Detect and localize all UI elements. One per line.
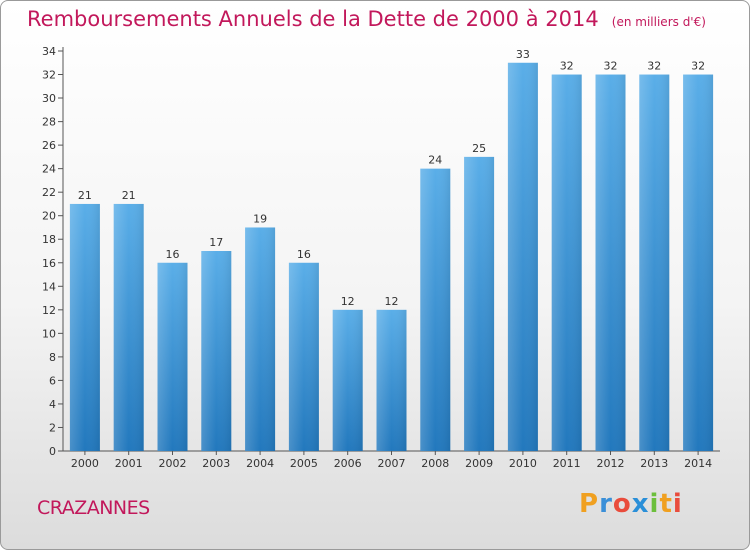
chart-unit-text: (en milliers d'€) xyxy=(611,15,706,29)
x-tick-label: 2013 xyxy=(640,457,668,470)
bar-value-label: 16 xyxy=(166,248,180,261)
x-tick-label: 2010 xyxy=(509,457,537,470)
bar-shine xyxy=(157,262,188,451)
chart-title-text: Remboursements Annuels de la Dette de 20… xyxy=(27,7,599,31)
bar-shine xyxy=(288,262,319,451)
y-tick-label: 20 xyxy=(42,210,56,223)
y-tick-label: 34 xyxy=(42,45,56,58)
bar-shine xyxy=(69,203,100,451)
y-tick-label: 16 xyxy=(42,257,56,270)
bar-shine xyxy=(245,227,276,451)
y-tick-label: 26 xyxy=(42,139,56,152)
x-tick-label: 2007 xyxy=(378,457,406,470)
y-tick-label: 18 xyxy=(42,233,56,246)
bar-shine xyxy=(376,309,407,451)
y-tick-label: 2 xyxy=(49,421,56,434)
proxiti-logo: Proxiti xyxy=(579,489,683,519)
x-tick-label: 2014 xyxy=(684,457,712,470)
bar-shine xyxy=(464,156,495,451)
bar-shine xyxy=(551,74,582,451)
x-tick-label: 2006 xyxy=(334,457,362,470)
bar-value-label: 21 xyxy=(78,189,92,202)
bar-value-label: 21 xyxy=(122,189,136,202)
y-tick-label: 4 xyxy=(49,398,56,411)
y-tick-label: 14 xyxy=(42,280,56,293)
x-tick-label: 2002 xyxy=(159,457,187,470)
bar-shine xyxy=(683,74,714,451)
logo-letter: o xyxy=(612,489,632,519)
commune-name: CRAZANNES xyxy=(37,497,150,519)
chart-title: Remboursements Annuels de la Dette de 20… xyxy=(27,7,706,31)
bar-shine xyxy=(332,309,363,451)
x-tick-label: 2012 xyxy=(597,457,625,470)
bar-shine xyxy=(595,74,626,451)
logo-letter: i xyxy=(672,489,683,519)
x-tick-label: 2005 xyxy=(290,457,318,470)
bar-value-label: 17 xyxy=(209,236,223,249)
y-tick-label: 22 xyxy=(42,186,56,199)
bar-value-label: 32 xyxy=(691,60,705,73)
x-tick-label: 2011 xyxy=(553,457,581,470)
y-tick-label: 6 xyxy=(49,374,56,387)
x-tick-label: 2000 xyxy=(71,457,99,470)
y-tick-label: 0 xyxy=(49,445,56,458)
y-tick-label: 10 xyxy=(42,327,56,340)
logo-letter: P xyxy=(579,489,600,519)
bar-shine xyxy=(639,74,670,451)
x-tick-label: 2003 xyxy=(202,457,230,470)
x-tick-label: 2008 xyxy=(421,457,449,470)
bar-shine xyxy=(507,62,538,451)
logo-letter: i xyxy=(649,489,660,519)
y-tick-label: 32 xyxy=(42,69,56,82)
bar-shine xyxy=(201,251,232,451)
bar-value-label: 32 xyxy=(560,60,574,73)
bar-value-label: 32 xyxy=(647,60,661,73)
bar-shine xyxy=(420,168,451,451)
bar-value-label: 32 xyxy=(604,60,618,73)
bar-value-label: 12 xyxy=(385,295,399,308)
logo-letter: r xyxy=(599,489,613,519)
x-tick-label: 2009 xyxy=(465,457,493,470)
y-tick-label: 12 xyxy=(42,304,56,317)
bar-value-label: 25 xyxy=(472,142,486,155)
bar-shine xyxy=(113,203,144,451)
logo-letter: x xyxy=(631,489,650,519)
bar-value-label: 24 xyxy=(428,154,442,167)
bar-value-label: 33 xyxy=(516,48,530,61)
y-tick-label: 24 xyxy=(42,163,56,176)
y-tick-label: 28 xyxy=(42,116,56,129)
bar-value-label: 12 xyxy=(341,295,355,308)
bar-value-label: 19 xyxy=(253,212,267,225)
logo-letter: t xyxy=(659,489,673,519)
x-tick-label: 2004 xyxy=(246,457,274,470)
bar-value-label: 16 xyxy=(297,248,311,261)
y-tick-label: 8 xyxy=(49,351,56,364)
x-tick-label: 2001 xyxy=(115,457,143,470)
y-tick-label: 30 xyxy=(42,92,56,105)
